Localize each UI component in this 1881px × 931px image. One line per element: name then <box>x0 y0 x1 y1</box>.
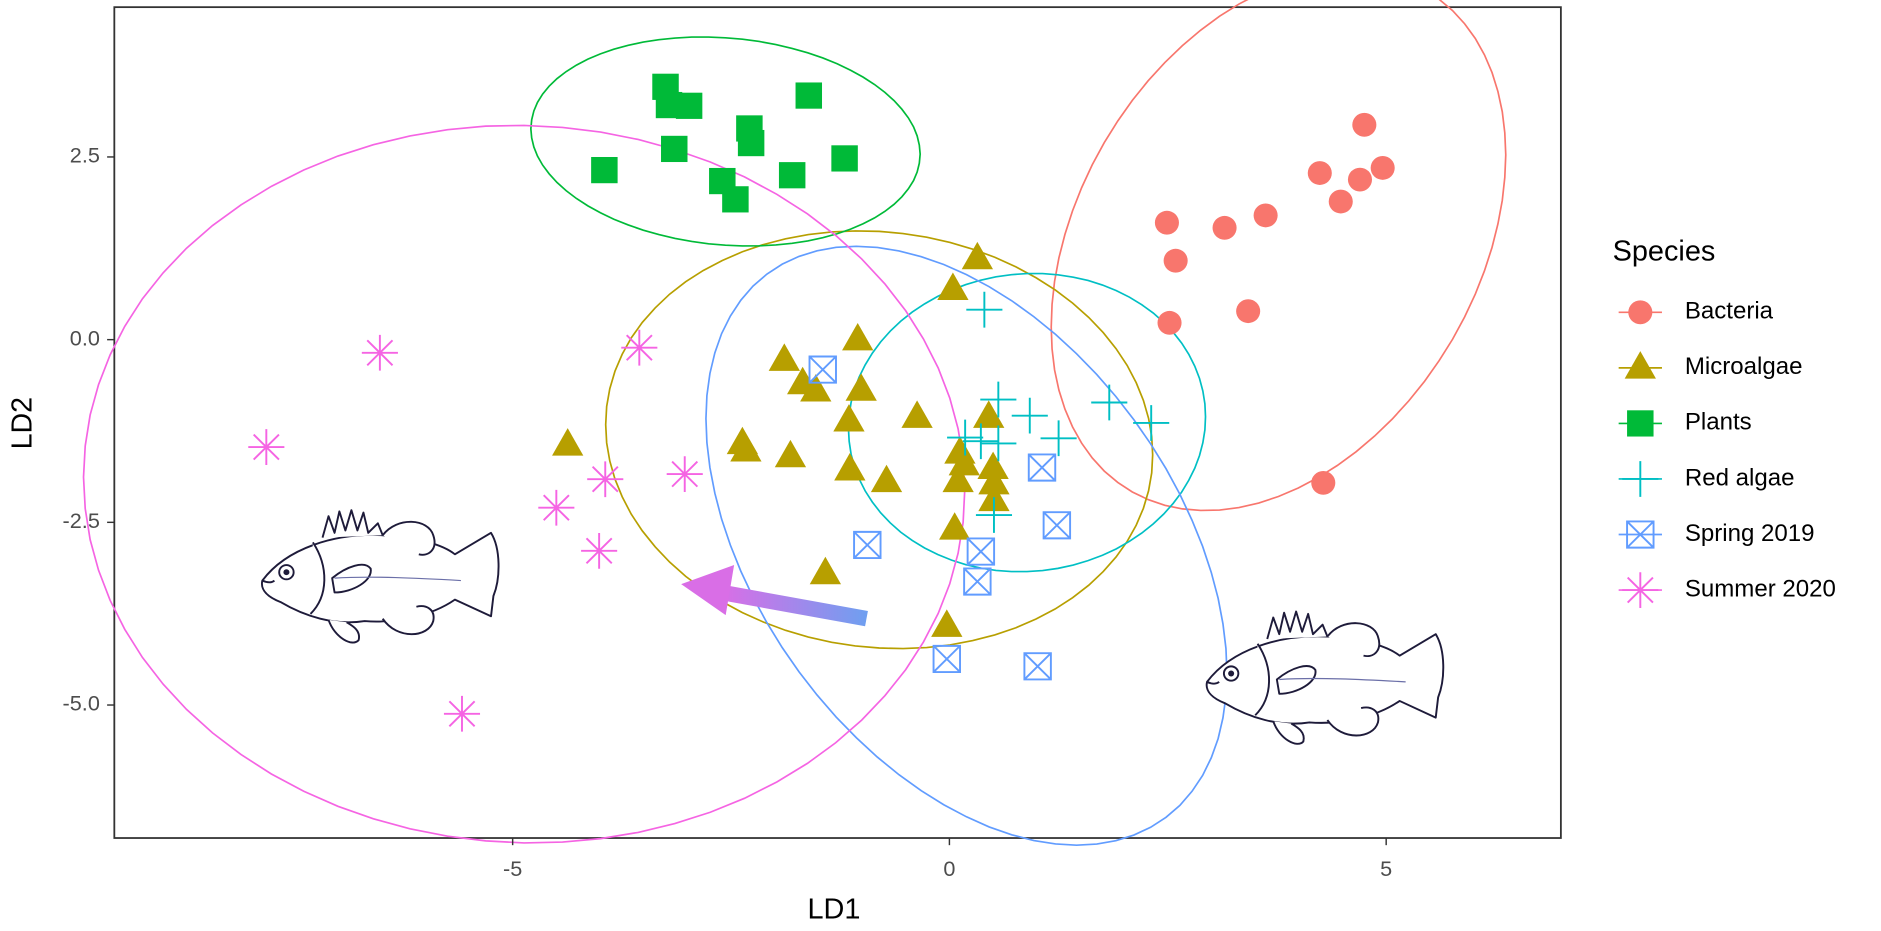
point <box>947 419 984 456</box>
point <box>939 512 971 540</box>
point <box>845 373 877 401</box>
point <box>443 695 481 732</box>
point <box>901 400 933 428</box>
point <box>1027 453 1057 482</box>
point <box>774 439 807 468</box>
ellipse <box>82 124 966 844</box>
ellipse <box>604 230 1154 650</box>
point <box>591 156 618 184</box>
point <box>809 556 842 585</box>
y-axis-title: LD2 <box>7 397 39 449</box>
point <box>942 464 974 493</box>
point <box>1311 470 1336 495</box>
y-tick-label: -2.5 <box>63 508 100 533</box>
point <box>1091 384 1128 421</box>
point <box>1157 310 1182 335</box>
point <box>730 434 762 462</box>
point <box>1622 461 1659 497</box>
point <box>980 381 1017 418</box>
point <box>932 644 961 674</box>
point <box>1154 210 1179 235</box>
point <box>931 609 963 637</box>
legend-label: Summer 2020 <box>1685 575 1836 602</box>
legend-label: Plants <box>1685 409 1752 436</box>
x-tick-label: 5 <box>1380 856 1392 881</box>
point <box>834 453 866 481</box>
point <box>1370 155 1395 180</box>
point <box>1307 161 1332 185</box>
legend-label: Bacteria <box>1685 298 1774 325</box>
point <box>966 291 1003 328</box>
point <box>581 532 618 569</box>
ellipse <box>1050 0 1507 512</box>
point <box>722 186 749 213</box>
point <box>361 334 398 371</box>
point <box>961 241 994 270</box>
point <box>842 322 874 351</box>
point <box>1042 511 1072 540</box>
point <box>937 272 969 300</box>
point <box>1347 167 1373 192</box>
point <box>621 329 658 366</box>
point <box>980 425 1017 462</box>
x-axis-title: LD1 <box>808 893 861 925</box>
point <box>552 428 584 456</box>
y-tick-label: 2.5 <box>70 143 100 168</box>
point <box>978 466 1010 495</box>
point <box>1236 299 1261 324</box>
points <box>248 73 1395 732</box>
point <box>768 343 800 371</box>
ellipse <box>529 36 922 247</box>
point <box>1040 420 1077 457</box>
point <box>966 537 996 566</box>
point <box>1626 520 1655 549</box>
point <box>538 489 575 526</box>
point <box>853 530 882 560</box>
point <box>833 404 865 432</box>
point <box>1212 215 1237 240</box>
point <box>1023 652 1052 681</box>
point <box>1011 397 1048 434</box>
point <box>737 129 765 157</box>
point <box>666 456 703 492</box>
point <box>675 92 703 119</box>
point <box>587 461 624 498</box>
point <box>808 355 837 384</box>
point <box>1622 572 1659 608</box>
ellipses <box>82 0 1507 847</box>
legend-label: Red algae <box>1685 464 1795 491</box>
point <box>977 451 1009 479</box>
point <box>870 464 903 493</box>
point <box>1627 410 1654 437</box>
point <box>661 135 688 163</box>
point <box>800 374 832 402</box>
x-tick-label: -5 <box>503 856 522 881</box>
ellipse <box>705 245 1228 847</box>
point <box>962 423 999 460</box>
point <box>1328 189 1353 214</box>
legend-label: Spring 2019 <box>1685 520 1815 547</box>
point <box>973 400 1005 428</box>
arrow <box>681 565 868 627</box>
y-tick-label: -5.0 <box>63 691 100 716</box>
legend-label: Microalgae <box>1685 353 1803 380</box>
point <box>1624 351 1656 379</box>
point <box>795 82 823 109</box>
point <box>778 162 806 189</box>
legend-title: Species <box>1613 235 1716 267</box>
point <box>1163 248 1188 273</box>
point <box>963 567 992 596</box>
y-tick-label: 0.0 <box>70 325 100 350</box>
point <box>975 497 1013 533</box>
point <box>248 429 285 465</box>
point <box>1628 300 1653 325</box>
point <box>1253 203 1278 228</box>
point <box>1133 405 1170 441</box>
point <box>831 145 858 172</box>
x-tick-label: 0 <box>943 856 955 881</box>
point <box>1352 112 1377 137</box>
